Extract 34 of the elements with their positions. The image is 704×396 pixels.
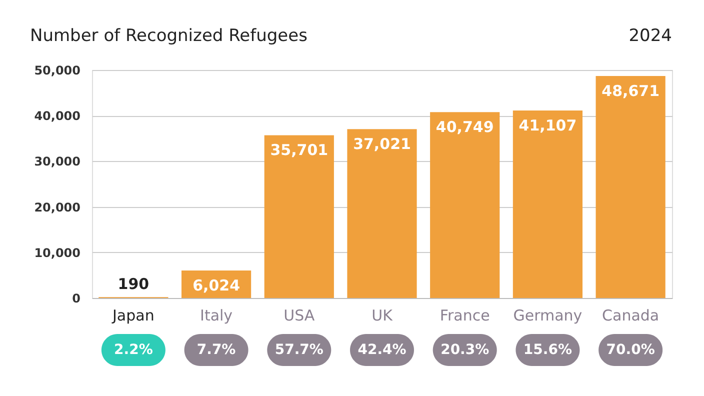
x-tick-label: Canada: [602, 306, 660, 324]
text: 7.7%: [196, 342, 236, 358]
chart-title: Number of Recognized Refugees: [30, 26, 308, 46]
x-tick-label: Italy: [200, 306, 233, 324]
bar: [347, 129, 417, 298]
text: 20.3%: [440, 342, 490, 358]
data-label: 48,671: [602, 82, 660, 100]
chart-subtitle: 2024: [628, 26, 672, 46]
y-tick-label: 30,000: [34, 154, 80, 169]
data-label: 40,749: [436, 118, 494, 136]
x-tick-label: USA: [284, 306, 316, 324]
y-tick-label: 50,000: [34, 64, 80, 78]
x-tick-label: UK: [372, 306, 394, 324]
x-tick-label: Germany: [513, 306, 582, 324]
text: 42.4%: [358, 342, 406, 358]
data-label: 35,701: [270, 141, 328, 160]
y-tick-label: 20,000: [34, 200, 80, 214]
text: 2.2%: [114, 342, 153, 358]
text: 57.7%: [274, 342, 324, 358]
y-tick-label: 10,000: [34, 246, 80, 260]
bar: [596, 76, 666, 298]
text: 15.6%: [523, 342, 572, 358]
data-label: 190: [118, 275, 150, 294]
bar: [264, 135, 334, 298]
bar: [430, 112, 500, 298]
x-tick-label: Japan: [112, 306, 154, 324]
data-label: 6,024: [192, 276, 240, 295]
y-tick-label: 40,000: [34, 109, 80, 124]
bar: [512, 110, 583, 298]
x-tick-label: France: [440, 306, 490, 324]
data-label: 37,021: [353, 135, 411, 154]
y-tick-label: 0: [72, 292, 80, 306]
data-label: 41,107: [518, 116, 577, 135]
text: 70.0%: [606, 342, 655, 358]
